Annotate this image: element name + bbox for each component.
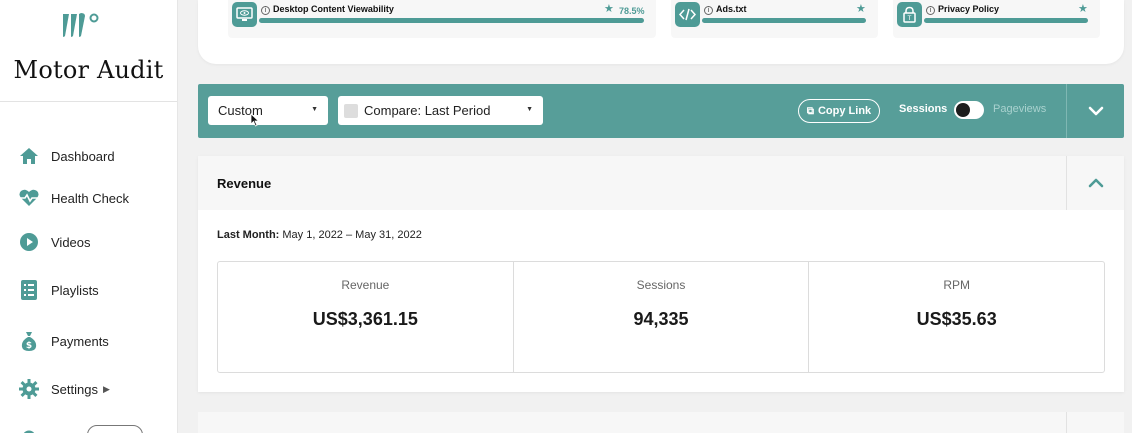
period-range: Last Month: May 1, 2022 – May 31, 2022 <box>217 229 422 241</box>
svg-text:$: $ <box>26 341 32 351</box>
sessions-pageviews-toggle[interactable] <box>954 101 984 119</box>
gear-icon <box>19 379 39 399</box>
sidebar-item-dashboard[interactable]: Dashboard <box>18 142 115 170</box>
health-check-bar <box>924 18 1088 23</box>
stat-sessions: Sessions 94,335 <box>512 262 809 372</box>
heartbeat-icon <box>19 189 39 206</box>
sidebar-item-label: Playlists <box>51 282 99 298</box>
money-bag-icon: $ <box>21 332 37 351</box>
chevron-up-icon <box>1088 178 1103 188</box>
stat-value: 94,335 <box>633 309 689 329</box>
list-icon <box>21 280 37 300</box>
star-icon: ★ <box>604 3 614 15</box>
stats-grid: Revenue US$3,361.15 Sessions 94,335 RPM … <box>217 261 1105 373</box>
compare-select[interactable]: Compare: Last Period ▼ <box>338 96 543 125</box>
health-check-summary: i Desktop Content Viewability ★ 78.5% i … <box>198 0 1124 64</box>
stat-label: Revenue <box>341 278 390 292</box>
star-icon: ★ <box>856 3 866 15</box>
health-check-viewability[interactable]: i Desktop Content Viewability ★ 78.5% <box>228 0 656 38</box>
stat-rpm: RPM US$35.63 <box>808 262 1104 372</box>
copy-icon: ⧉ <box>806 105 814 117</box>
copy-link-button[interactable]: ⧉ Copy Link <box>798 99 880 123</box>
compare-value: Compare: Last Period <box>364 103 491 118</box>
home-icon <box>20 148 38 164</box>
sidebar-item-settings[interactable]: Settings ▶ <box>18 375 110 403</box>
caret-down-icon: ▼ <box>311 106 318 113</box>
chevron-right-icon: ▶ <box>102 383 110 394</box>
sidebar-item-label: Videos <box>51 234 91 250</box>
monitor-eye-icon <box>232 2 257 27</box>
toggle-label-sessions[interactable]: Sessions <box>899 103 948 115</box>
collapse-button[interactable] <box>1067 156 1124 210</box>
info-icon[interactable]: i <box>926 6 935 15</box>
divider <box>1066 156 1067 210</box>
site-name: Motor Audit <box>13 56 164 84</box>
divider <box>1066 412 1067 433</box>
date-range-value: Custom <box>218 103 263 118</box>
info-icon[interactable]: i <box>261 6 270 15</box>
panel-title: Revenue <box>217 176 272 191</box>
health-check-title: Desktop Content Viewability <box>273 4 394 14</box>
svg-text:T: T <box>907 15 912 22</box>
health-check-score: 78.5% <box>619 6 645 16</box>
beta-badge <box>87 425 143 433</box>
health-check-ads-txt[interactable]: i Ads.txt ★ <box>671 0 878 38</box>
stat-revenue: Revenue US$3,361.15 <box>218 262 513 372</box>
toggle-knob <box>956 103 970 117</box>
health-check-bar <box>259 18 644 23</box>
sidebar-item-label: Dashboard <box>51 148 115 164</box>
revenue-panel: Revenue Last Month: May 1, 2022 – May 31… <box>198 156 1124 392</box>
code-icon <box>675 2 700 27</box>
lock-icon: T <box>897 2 922 27</box>
stat-label: RPM <box>943 278 971 292</box>
logo-icon[interactable] <box>61 10 105 40</box>
compare-color-swatch <box>344 103 358 118</box>
copy-link-label: Copy Link <box>817 105 872 117</box>
health-check-title: Privacy Policy <box>938 4 1000 14</box>
logo-area: Motor Audit <box>0 0 177 102</box>
date-range-select[interactable]: Custom ▼ <box>208 96 328 125</box>
sidebar-item-label: Settings <box>51 381 98 397</box>
stat-value: US$35.63 <box>916 309 997 329</box>
period-value: May 1, 2022 – May 31, 2022 <box>282 229 422 241</box>
stat-label: Sessions <box>636 278 686 292</box>
sidebar: Motor Audit Dashboard Health Check Video… <box>0 0 178 433</box>
info-icon[interactable]: i <box>704 6 713 15</box>
revenue-panel-header: Revenue <box>198 156 1124 210</box>
sidebar-item-label: Health Check <box>51 190 130 206</box>
sidebar-item-partial[interactable] <box>18 423 40 433</box>
sidebar-item-videos[interactable]: Videos <box>18 228 91 256</box>
sidebar-item-playlists[interactable]: Playlists <box>18 276 99 304</box>
filter-toolbar: Custom ▼ Compare: Last Period ▼ ⧉ Copy L… <box>198 84 1124 138</box>
health-check-title: Ads.txt <box>716 4 747 14</box>
gear-icon <box>23 430 35 433</box>
divider <box>1066 84 1067 138</box>
sidebar-item-health-check[interactable]: Health Check <box>18 184 129 212</box>
stat-value: US$3,361.15 <box>312 309 418 329</box>
play-circle-icon <box>20 233 38 251</box>
toolbar-expand-button[interactable] <box>1067 84 1124 138</box>
caret-down-icon: ▼ <box>526 106 533 113</box>
next-panel-header[interactable] <box>198 412 1124 433</box>
star-icon: ★ <box>1078 3 1088 15</box>
toggle-label-pageviews[interactable]: Pageviews <box>993 103 1047 115</box>
health-check-bar <box>702 18 866 23</box>
health-check-privacy-policy[interactable]: T i Privacy Policy ★ <box>893 0 1100 38</box>
chevron-down-icon <box>1088 106 1103 116</box>
sidebar-item-payments[interactable]: $ Payments <box>18 327 109 355</box>
period-label: Last Month: <box>217 229 280 241</box>
sidebar-item-label: Payments <box>51 333 109 349</box>
